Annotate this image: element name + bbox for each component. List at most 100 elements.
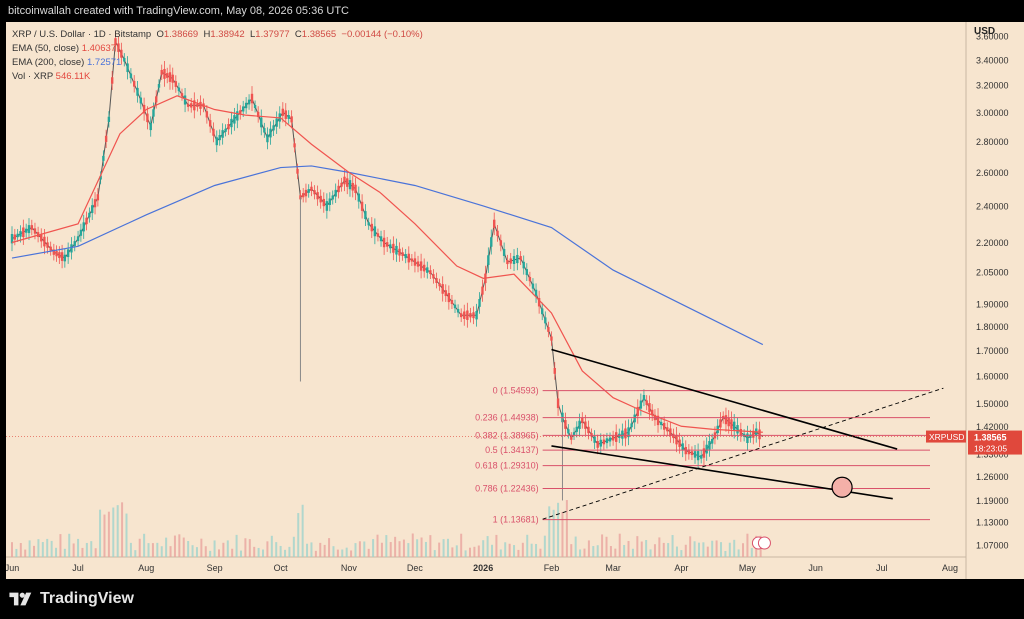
volume-bar	[455, 545, 458, 557]
low-label: L	[250, 29, 256, 40]
y-tick-label: 1.13000	[976, 518, 1009, 528]
price-axis-background	[966, 22, 1024, 579]
candle-body	[675, 434, 678, 445]
candle-body	[681, 443, 684, 451]
volume-bar	[116, 505, 119, 557]
price-tag-value: 1.38565	[974, 433, 1007, 443]
volume-bar	[257, 547, 260, 557]
candle-body	[281, 108, 285, 116]
volume-bar	[138, 538, 141, 557]
candle-body	[33, 228, 37, 234]
fib-level-label: 0.5 (1.34137)	[485, 445, 539, 455]
volume-bar	[358, 541, 361, 557]
x-tick-label: Feb	[544, 563, 560, 573]
volume-bar	[90, 541, 93, 557]
target-circle	[831, 476, 853, 498]
ema50-row[interactable]: EMA (50, close) 1.40637	[12, 42, 423, 56]
volume-bar	[160, 546, 163, 557]
candle-body	[584, 421, 587, 429]
candle-body	[102, 155, 105, 161]
candle-body	[269, 128, 272, 138]
ema50-line	[11, 95, 763, 433]
candle-body	[531, 283, 535, 289]
candle-body	[690, 451, 694, 456]
candle-body	[218, 135, 221, 141]
volume-bar	[200, 538, 203, 557]
y-tick-label: 1.50000	[976, 399, 1009, 409]
fib-level-label: 0.786 (1.22436)	[475, 483, 539, 493]
volume-bar	[253, 546, 256, 557]
volume-bar	[209, 550, 212, 557]
candle-body	[163, 68, 166, 79]
candle-body	[275, 118, 278, 127]
candle-body	[444, 290, 447, 297]
candle-body	[334, 189, 337, 197]
candle-body	[299, 195, 302, 200]
candle-body	[656, 415, 660, 426]
volume-bar	[548, 506, 551, 557]
candle-body	[129, 73, 133, 79]
candle-body	[272, 125, 275, 131]
ema200-row[interactable]: EMA (200, close) 1.72571	[12, 56, 423, 70]
candle-body	[650, 409, 654, 416]
candle-body	[316, 192, 319, 200]
candle-body	[547, 327, 550, 332]
volume-bar	[81, 547, 84, 557]
candle-body	[614, 432, 618, 442]
candle-body	[758, 429, 761, 440]
volume-label: Vol · XRP	[12, 71, 54, 82]
volume-bar	[94, 548, 97, 557]
volume-bar	[279, 545, 282, 557]
candle-body	[290, 116, 293, 123]
candle-body	[672, 433, 675, 439]
volume-bar	[235, 534, 238, 557]
candle-body	[16, 233, 19, 238]
fib-level-label: 0.382 (1.38965)	[475, 430, 539, 440]
candle-body	[46, 242, 49, 248]
x-tick-label: Jul	[72, 563, 84, 573]
candle-body	[534, 289, 538, 297]
volume-bar	[583, 548, 586, 557]
volume-bar	[341, 549, 344, 557]
candle-body	[49, 246, 52, 251]
volume-bar	[33, 545, 36, 557]
candle-body	[301, 193, 305, 198]
ema50-value: 1.40637	[81, 43, 117, 54]
x-tick-label: Apr	[674, 563, 688, 573]
volume-bar	[746, 533, 749, 557]
volume-bar	[636, 536, 639, 557]
chart-plot-area[interactable]: 3.60000 3.40000 3.20000 3.00000 2.80000 2.600…	[5, 22, 1024, 579]
tradingview-brand-text: TradingView	[40, 590, 134, 607]
candle-body	[379, 236, 383, 242]
candle-body	[354, 184, 357, 193]
volume-bar	[15, 548, 18, 557]
candle-body	[241, 106, 245, 112]
candle-body	[509, 258, 512, 264]
candle-body	[382, 237, 386, 248]
event-flag-icon	[757, 536, 771, 550]
candle-body	[99, 176, 102, 180]
volume-row[interactable]: Vol · XRP 546.11K	[12, 70, 423, 84]
volume-bar	[402, 539, 405, 557]
volume-bar	[301, 504, 304, 557]
volume-bar	[658, 537, 661, 557]
candle-body	[126, 63, 129, 73]
candle-body	[230, 118, 233, 128]
chart-svg[interactable]: 3.60000 3.40000 3.20000 3.00000 2.80000 2.600…	[5, 22, 1024, 579]
candle-body	[13, 234, 17, 240]
y-tick-label: 1.90000	[976, 300, 1009, 310]
volume-bar	[367, 548, 370, 557]
fib-level-label: 1 (1.13681)	[493, 515, 539, 525]
candle-body	[66, 249, 70, 258]
y-tick-label: 1.70000	[976, 346, 1009, 356]
candle-body	[666, 427, 669, 432]
candle-body	[186, 103, 190, 107]
volume-bar	[561, 511, 564, 557]
candle-body	[260, 117, 263, 128]
candle-body	[174, 81, 178, 87]
volume-bar	[323, 544, 326, 557]
volume-bar	[724, 550, 727, 557]
volume-bar	[715, 540, 718, 557]
volume-bar	[284, 549, 287, 557]
